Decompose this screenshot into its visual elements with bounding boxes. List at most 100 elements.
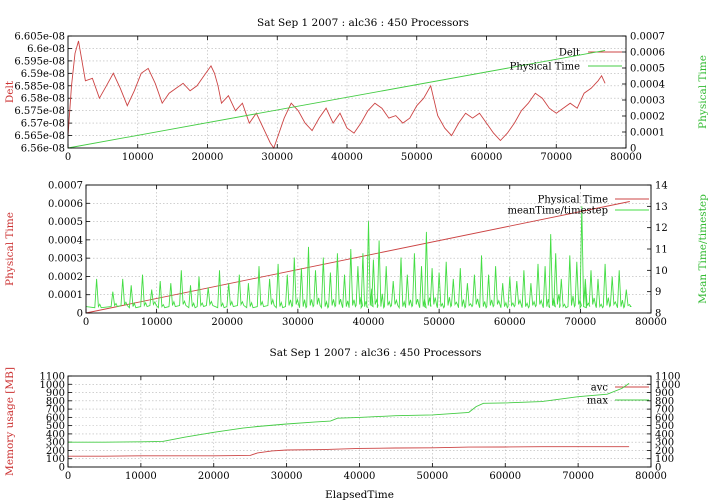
legend-label: max (587, 396, 608, 407)
y-tick-label: 0.0001 (48, 290, 83, 301)
x-tick-label: 10000 (122, 152, 154, 163)
y-tick-label: 400 (46, 429, 65, 440)
x-tick-label: 30000 (261, 152, 293, 163)
y2-axis-label: Mean Time/timestep (697, 194, 709, 304)
x-tick-label: 70000 (562, 471, 594, 482)
chart-panel-2: 0 10000 20000 30000 40000 50000 60000 70000 8000… (4, 181, 709, 329)
x-tick-label: 70000 (540, 152, 572, 163)
y-tick-label: 600 (46, 413, 65, 424)
x-tick-label: 20000 (198, 471, 230, 482)
y-tick-label: 6.575e-08 (14, 106, 65, 117)
y2-tick-label: 900 (655, 388, 674, 399)
x-tick-label: 70000 (564, 317, 596, 328)
x-tick-label: 20000 (192, 152, 224, 163)
chart-title: Sat Sep 1 2007 : alc36 : 450 Processors (257, 17, 469, 29)
y-tick-label: 700 (46, 405, 65, 416)
x-tick-label: 10000 (125, 471, 157, 482)
y2-axis-label: Physical Time (697, 55, 709, 129)
x-tick-label: 50000 (401, 152, 433, 163)
x-axis-label: ElapsedTime (325, 489, 394, 501)
series-line-1 (68, 446, 630, 457)
x-tick-label: 0 (83, 317, 89, 328)
y-tick-label: 1000 (40, 380, 65, 391)
series-line-2 (68, 383, 630, 443)
x-tick-label: 20000 (211, 317, 243, 328)
y-tick-label: 800 (46, 396, 65, 407)
y2-tick-label: 0.0005 (630, 64, 665, 75)
y2-tick-label: 13 (655, 202, 668, 213)
x-tick-label: 30000 (282, 317, 314, 328)
y2-tick-label: 0.0003 (630, 96, 665, 107)
y2-tick-label: 10 (655, 266, 668, 277)
y-tick-label: 6.595e-08 (14, 56, 65, 67)
x-tick-label: 50000 (416, 471, 448, 482)
y-tick-label: 900 (46, 388, 65, 399)
y-tick-label: 0.0006 (48, 199, 83, 210)
y-tick-label: 6.58e-08 (21, 94, 65, 105)
y2-tick-label: 9 (655, 287, 661, 298)
y2-tick-label: 0.0007 (630, 32, 665, 43)
y2-tick-label: 1000 (655, 380, 680, 391)
y-tick-label: 0.0005 (48, 217, 83, 228)
legend-label: meanTime/timestep (507, 206, 608, 217)
series-line-2 (85, 206, 632, 310)
series-line-1 (67, 40, 606, 149)
y-tick-label: 6.57e-08 (21, 119, 65, 130)
y2-tick-label: 0.0004 (630, 80, 665, 91)
y-tick-label: 0.0003 (48, 254, 83, 265)
y-tick-label: 6.59e-08 (21, 69, 65, 80)
y-tick-label: 500 (46, 421, 65, 432)
y2-tick-label: 12 (655, 223, 668, 234)
y2-tick-label: 1100 (655, 372, 680, 383)
x-tick-label: 60000 (471, 152, 503, 163)
y-axis-label: Physical Time (4, 212, 16, 286)
legend-label: Delt (559, 48, 580, 59)
y2-tick-label: 0.0006 (630, 48, 665, 59)
y-tick-label: 200 (46, 446, 65, 457)
y-tick-label: 1100 (40, 372, 65, 383)
y2-tick-label: 0.0001 (630, 128, 665, 139)
x-tick-label: 0 (65, 152, 71, 163)
y2-tick-label: 8 (655, 309, 661, 320)
y-tick-label: 100 (46, 454, 65, 465)
plot-frame (67, 35, 627, 149)
x-tick-label: 10000 (141, 317, 173, 328)
chart-panel-1: 0 10000 20000 30000 40000 50000 60000 70000 8000… (4, 17, 709, 163)
x-tick-label: 40000 (353, 317, 385, 328)
x-tick-label: 40000 (331, 152, 363, 163)
y-tick-label: 0.0004 (48, 235, 83, 246)
x-tick-label: 30000 (271, 471, 303, 482)
y-tick-label: 0.0002 (48, 272, 83, 283)
y2-tick-label: 11 (655, 245, 668, 256)
y-tick-label: 0 (59, 463, 65, 474)
y2-tick-label: 800 (655, 396, 674, 407)
series-line-2 (67, 49, 606, 149)
y2-tick-label: 0 (655, 463, 661, 474)
chart-title: Sat Sep 1 2007 : alc36 : 450 Processors (270, 347, 482, 359)
plot-frame (85, 184, 652, 314)
x-tick-label: 40000 (344, 471, 376, 482)
x-tick-label: 60000 (489, 471, 521, 482)
x-tick-label: 50000 (423, 317, 455, 328)
y-tick-label: 300 (46, 438, 65, 449)
x-tick-label: 80000 (635, 471, 667, 482)
legend-label: Physical Time (510, 62, 580, 73)
y-tick-label: 6.565e-08 (14, 131, 65, 142)
x-tick-label: 80000 (635, 317, 667, 328)
y-axis-label: Delt (4, 80, 16, 103)
series-line-1 (85, 201, 630, 314)
y2-tick-label: 0.0002 (630, 112, 665, 123)
x-tick-label: 0 (65, 471, 71, 482)
y2-tick-label: 100 (655, 454, 674, 465)
y2-tick-label: 14 (655, 181, 668, 192)
y-tick-label: 0 (77, 309, 83, 320)
y2-tick-label: 400 (655, 429, 674, 440)
y2-tick-label: 500 (655, 421, 674, 432)
y2-tick-label: 200 (655, 446, 674, 457)
y-axis-label: Memory usage [MB] (4, 367, 16, 476)
legend-label: avc (591, 383, 609, 394)
y-tick-label: 6.56e-08 (21, 144, 65, 155)
chart-panel-3: 0 10000 20000 30000 40000 50000 60000 70000 8000… (4, 347, 680, 501)
y2-tick-label: 700 (655, 405, 674, 416)
